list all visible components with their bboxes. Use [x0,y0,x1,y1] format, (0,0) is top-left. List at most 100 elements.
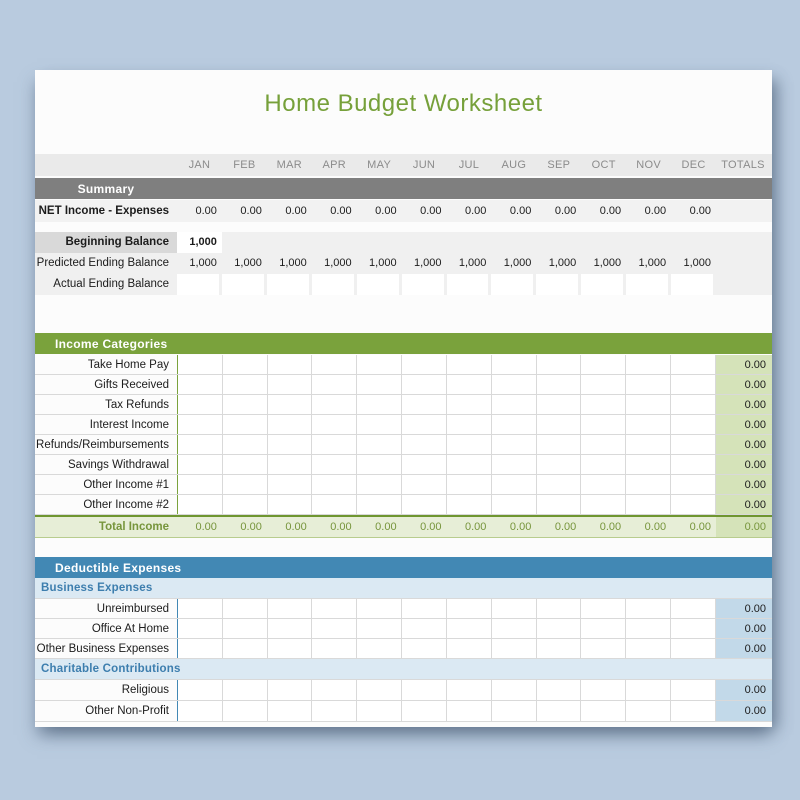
month-input-cell[interactable] [671,274,713,295]
month-input-cell[interactable] [266,274,309,295]
month-input-cell[interactable] [671,495,716,514]
month-input-cell[interactable] [446,375,492,394]
month-input-cell[interactable] [446,415,492,434]
month-input-cell[interactable] [357,435,403,454]
month-input-cell[interactable] [178,455,223,474]
totals-cell[interactable]: 0.00 [716,619,772,638]
month-input-cell[interactable] [402,475,447,494]
month-input-cell[interactable] [312,395,358,414]
month-input-cell[interactable] [312,455,358,474]
month-input-cell[interactable] [402,375,447,394]
month-input-cell[interactable] [446,619,492,638]
month-input-cell[interactable] [178,619,223,638]
month-value-cell[interactable]: 0.00 [644,521,667,533]
month-input-cell[interactable] [671,415,716,434]
month-input-cell[interactable] [536,274,579,295]
month-input-cell[interactable] [178,475,223,494]
month-input-cell[interactable] [267,495,313,514]
month-input-cell[interactable] [178,415,223,434]
month-input-cell[interactable] [222,701,268,721]
month-input-cell[interactable] [536,619,582,638]
month-input-cell[interactable] [581,435,627,454]
month-input-cell[interactable] [267,415,313,434]
month-input-cell[interactable] [178,375,223,394]
month-input-cell[interactable] [402,639,447,658]
totals-cell[interactable]: 0.00 [716,517,772,537]
month-input-cell[interactable] [581,455,627,474]
month-value-cell[interactable] [581,232,626,253]
month-value-cell[interactable] [447,232,492,253]
month-value-cell[interactable] [312,232,357,253]
month-input-cell[interactable] [446,435,492,454]
month-input-cell[interactable] [581,355,627,374]
month-input-cell[interactable] [312,701,358,721]
totals-cell[interactable]: 0.00 [716,395,772,414]
totals-cell[interactable]: 0.00 [716,599,772,618]
month-input-cell[interactable] [222,680,268,700]
month-input-cell[interactable] [491,495,537,514]
month-value-cell[interactable]: 0.00 [375,521,397,533]
month-value-cell[interactable]: 1,000 [413,257,442,269]
month-value-cell[interactable]: 0.00 [599,205,622,217]
month-input-cell[interactable] [446,639,492,658]
month-value-cell[interactable]: 1,000 [638,257,667,269]
month-value-cell[interactable]: 1,000 [683,257,711,269]
month-input-cell[interactable] [491,375,537,394]
month-input-cell[interactable] [581,274,624,295]
month-input-cell[interactable] [401,274,444,295]
month-input-cell[interactable] [267,619,313,638]
totals-cell[interactable]: 0.00 [716,435,772,454]
month-input-cell[interactable] [267,395,313,414]
month-value-cell[interactable]: 1,000 [234,257,262,269]
month-input-cell[interactable] [222,475,268,494]
month-input-cell[interactable] [402,435,447,454]
month-value-cell[interactable]: 0.00 [285,205,307,217]
month-input-cell[interactable] [581,599,627,618]
month-input-cell[interactable] [671,639,716,658]
totals-cell[interactable]: 0.00 [716,455,772,474]
month-input-cell[interactable] [536,475,582,494]
totals-cell[interactable]: 0.00 [716,475,772,494]
month-input-cell[interactable] [267,455,313,474]
month-value-cell[interactable]: 1,000 [324,257,352,269]
month-input-cell[interactable] [491,680,537,700]
month-value-cell[interactable]: 0.00 [599,521,622,533]
month-input-cell[interactable] [626,599,672,618]
month-value-cell[interactable]: 0.00 [195,205,217,217]
month-input-cell[interactable] [626,355,672,374]
month-input-cell[interactable] [581,475,627,494]
month-value-cell[interactable]: 0.00 [330,205,352,217]
month-input-cell[interactable] [178,680,223,700]
month-value-cell[interactable] [267,232,312,253]
month-value-cell[interactable]: 0.00 [285,521,307,533]
month-input-cell[interactable] [671,435,716,454]
month-input-cell[interactable] [222,395,268,414]
month-value-cell[interactable]: 0.00 [240,205,262,217]
month-input-cell[interactable] [671,355,716,374]
month-input-cell[interactable] [491,395,537,414]
month-input-cell[interactable] [626,415,672,434]
month-input-cell[interactable] [222,355,268,374]
month-input-cell[interactable] [581,395,627,414]
month-input-cell[interactable] [626,475,672,494]
month-value-cell[interactable]: 0.00 [509,205,532,217]
month-input-cell[interactable] [357,599,403,618]
month-value-cell[interactable] [626,232,671,253]
month-value-cell[interactable]: 1,000 [503,257,532,269]
month-value-cell[interactable]: 1,000 [548,257,577,269]
month-input-cell[interactable] [267,375,313,394]
month-input-cell[interactable] [626,639,672,658]
month-input-cell[interactable] [626,455,672,474]
month-value-cell[interactable]: 1,000 [177,232,222,253]
month-input-cell[interactable] [357,455,403,474]
month-input-cell[interactable] [178,639,223,658]
month-input-cell[interactable] [357,395,403,414]
month-input-cell[interactable] [312,475,358,494]
month-input-cell[interactable] [222,599,268,618]
month-input-cell[interactable] [536,355,582,374]
month-input-cell[interactable] [311,274,354,295]
month-input-cell[interactable] [626,701,672,721]
month-input-cell[interactable] [402,415,447,434]
month-input-cell[interactable] [671,599,716,618]
month-input-cell[interactable] [536,495,582,514]
